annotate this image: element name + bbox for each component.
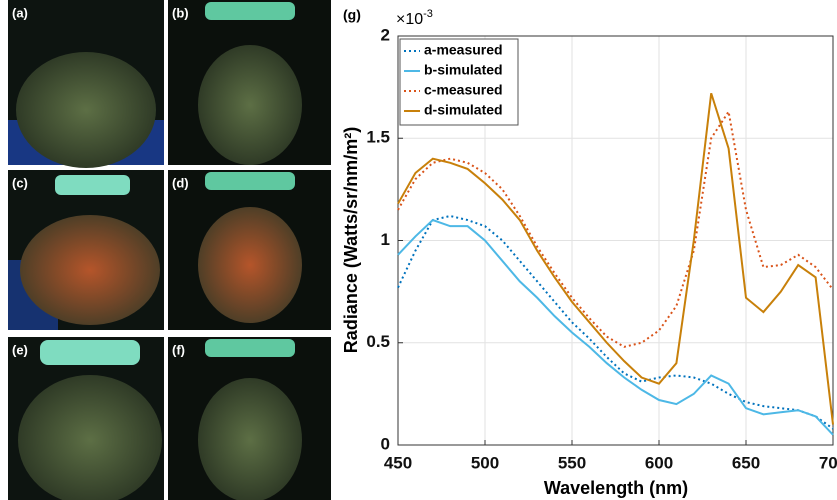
y-tick-label: 0.5 (366, 332, 390, 351)
panel-label: (f) (172, 342, 185, 357)
legend-label: b-simulated (424, 62, 503, 78)
y-tick-label: 1 (381, 230, 390, 249)
panel-label: (c) (12, 175, 28, 190)
panel-label: (d) (172, 175, 189, 190)
y-scale-exponent: -3 (423, 8, 433, 20)
y-scale-base: ×10 (396, 11, 423, 28)
series-line (397, 92, 834, 425)
y-axis-label: Radiance (Watts/sr/nm/m²) (341, 127, 361, 353)
panel-label: (b) (172, 5, 189, 20)
y-tick-label: 0 (381, 434, 390, 453)
x-tick-label: 650 (732, 453, 760, 472)
series-line (397, 218, 834, 436)
plot-frame (397, 35, 834, 446)
legend-label: c-measured (424, 82, 503, 98)
legend-label: d-simulated (424, 102, 503, 118)
panel-label: (a) (12, 5, 28, 20)
y-tick-label: 1.5 (366, 128, 390, 147)
x-tick-label: 600 (645, 453, 673, 472)
y-scale: ×10-3 (396, 8, 433, 28)
series-line (397, 214, 834, 430)
legend: a-measured b-simulated c-measured d-simulat… (399, 38, 519, 126)
legend-label: a-measured (424, 42, 503, 58)
x-tick-label: 450 (384, 453, 412, 472)
panel-label: (e) (12, 342, 28, 357)
x-tick-label: 550 (558, 453, 586, 472)
x-tick-label: 700 (819, 453, 837, 472)
x-axis-label: Wavelength (nm) (544, 478, 688, 498)
y-tick-label: 2 (381, 25, 390, 44)
photo-panels (8, 0, 331, 500)
panel-label: (g) (343, 7, 361, 23)
x-tick-label: 500 (471, 453, 499, 472)
series-line (397, 109, 834, 348)
